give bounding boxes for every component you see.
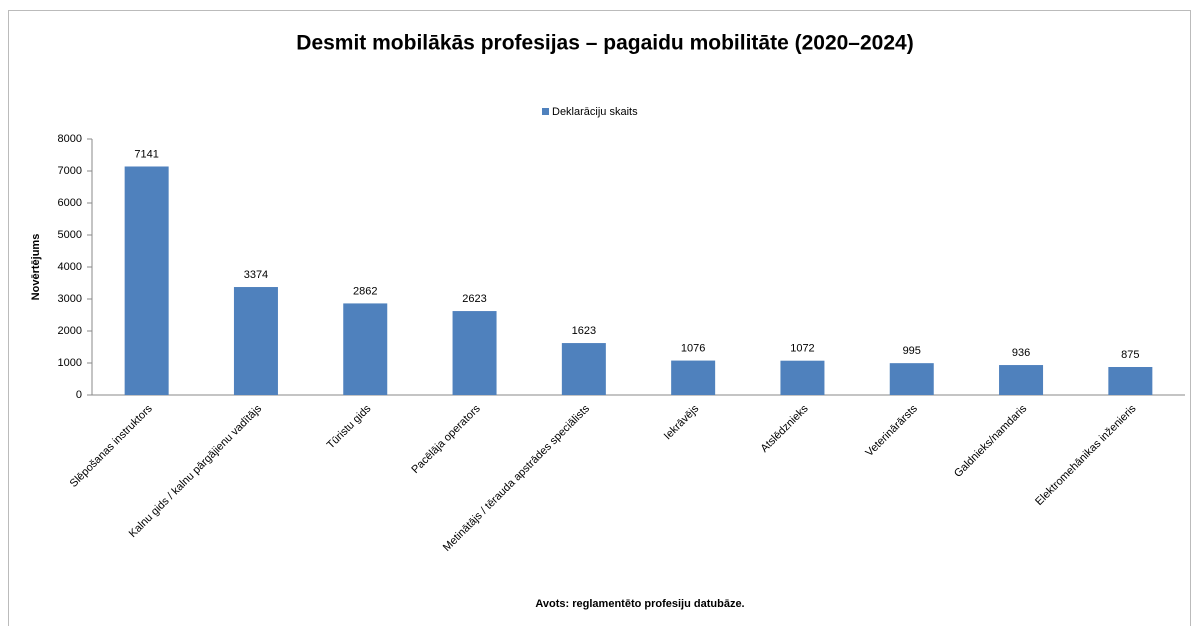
x-tick-label: Elektromehānikas inženieris <box>1033 402 1139 508</box>
data-label: 1623 <box>572 325 596 337</box>
bar <box>1108 367 1153 395</box>
y-tick-label: 8000 <box>58 133 82 145</box>
bar <box>671 360 716 395</box>
y-tick-label: 3000 <box>58 293 82 305</box>
data-label: 875 <box>1121 349 1139 361</box>
chart-title: Desmit mobilākās profesijas – pagaidu mo… <box>296 32 913 55</box>
y-tick-label: 0 <box>76 389 82 401</box>
y-tick-label: 7000 <box>58 165 82 177</box>
x-tick-label: Slēpošanas instruktors <box>68 402 156 490</box>
bar <box>124 166 169 395</box>
bar <box>889 363 934 395</box>
y-tick-label: 2000 <box>58 325 82 337</box>
data-label: 936 <box>1012 347 1030 359</box>
bar <box>561 343 606 395</box>
y-tick-label: 1000 <box>58 357 82 369</box>
data-label: 995 <box>903 345 921 357</box>
x-tick-label: Galdnieks/namdaris <box>952 402 1030 480</box>
chart-border <box>8 10 1191 626</box>
data-label: 2623 <box>462 293 486 305</box>
x-tick-label: Veterinārārsts <box>863 402 920 459</box>
data-label: 7141 <box>134 148 158 160</box>
data-label: 3374 <box>244 269 268 281</box>
y-axis-label: Novērtējums <box>30 234 42 301</box>
legend-swatch <box>542 108 549 115</box>
x-tick-label: Kalnu gids / kalnu pārgājienu vadītājs <box>127 402 265 540</box>
x-tick-label: Tūristu gids <box>325 402 374 451</box>
data-label: 1076 <box>681 342 705 354</box>
y-tick-label: 6000 <box>58 197 82 209</box>
data-label: 2862 <box>353 285 377 297</box>
bar <box>999 365 1044 395</box>
bar <box>780 360 825 395</box>
x-axis-label: Avots: reglamentēto profesiju datubāze. <box>535 598 744 610</box>
data-label: 1072 <box>790 343 814 355</box>
y-tick-label: 4000 <box>58 261 82 273</box>
x-tick-label: Atslēdznieks <box>758 402 811 455</box>
bar <box>233 287 278 395</box>
bar <box>343 303 388 395</box>
x-tick-label: Pacēlāja operators <box>409 402 483 476</box>
x-tick-label: Iekrāvējs <box>662 402 702 442</box>
legend-label: Deklarāciju skaits <box>552 106 638 118</box>
y-tick-label: 5000 <box>58 229 82 241</box>
bar <box>452 311 497 395</box>
